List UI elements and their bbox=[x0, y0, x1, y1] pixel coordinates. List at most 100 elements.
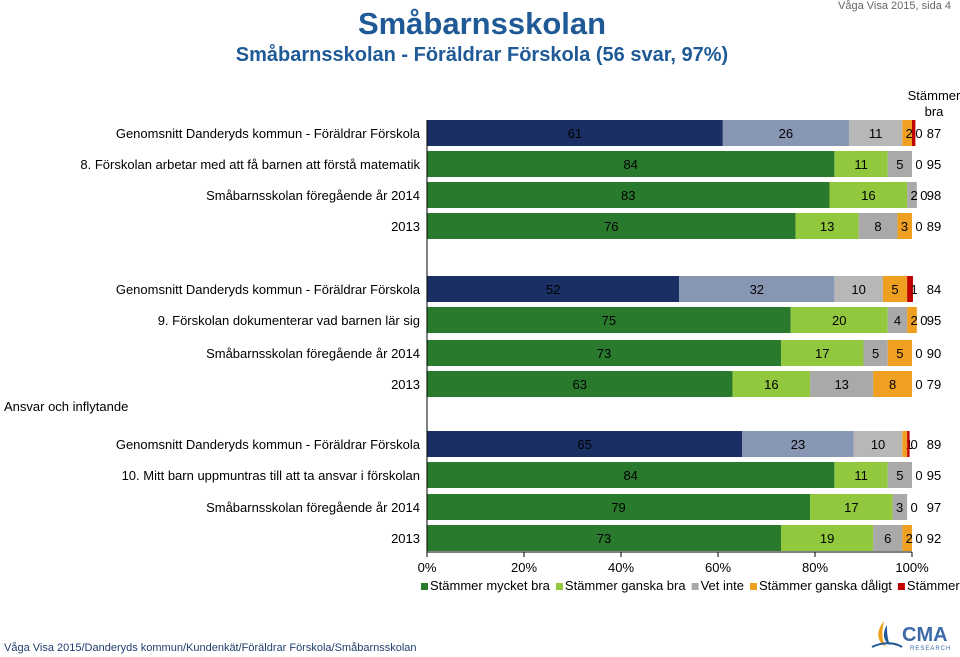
bar-segment bbox=[427, 182, 830, 208]
bar-segment bbox=[427, 120, 723, 146]
data-label: 4 bbox=[894, 313, 901, 328]
data-label: 17 bbox=[815, 346, 829, 361]
category-label: Småbarnsskolan föregående år 2014 bbox=[206, 346, 420, 361]
data-label: 0 bbox=[915, 126, 922, 141]
data-label: 5 bbox=[896, 346, 903, 361]
total-label: 97 bbox=[927, 500, 941, 515]
data-label: 0 bbox=[920, 313, 927, 328]
category-label: Småbarnsskolan föregående år 2014 bbox=[206, 188, 420, 203]
total-label: 95 bbox=[927, 157, 941, 172]
category-label: Genomsnitt Danderyds kommun - Föräldrar … bbox=[116, 126, 421, 141]
data-label: 10 bbox=[871, 437, 885, 452]
data-label: 8 bbox=[889, 377, 896, 392]
bar-segment bbox=[853, 431, 903, 457]
data-label: 5 bbox=[896, 468, 903, 483]
data-label: 8 bbox=[874, 219, 881, 234]
logo-subtext: RESEARCH bbox=[910, 646, 951, 652]
legend-label: Stämmer ganska bra bbox=[565, 578, 686, 593]
data-label: 61 bbox=[568, 126, 582, 141]
data-label: 63 bbox=[573, 377, 587, 392]
bar-segment bbox=[427, 462, 835, 488]
data-label: 5 bbox=[896, 157, 903, 172]
category-label: Genomsnitt Danderyds kommun - Föräldrar … bbox=[116, 437, 421, 452]
total-label: 92 bbox=[927, 531, 941, 546]
bar-segment bbox=[679, 276, 835, 302]
data-label: 0 bbox=[911, 437, 918, 452]
bar-segment bbox=[790, 307, 888, 333]
bar-segment bbox=[427, 431, 743, 457]
bar-segment bbox=[897, 213, 912, 239]
category-label: 2013 bbox=[391, 219, 420, 234]
data-label: 5 bbox=[872, 346, 879, 361]
bar-segment bbox=[907, 431, 910, 457]
total-label: 87 bbox=[927, 126, 941, 141]
data-label: 73 bbox=[597, 346, 611, 361]
data-label: 79 bbox=[611, 500, 625, 515]
total-label: 98 bbox=[927, 188, 941, 203]
data-label: 11 bbox=[854, 157, 868, 172]
data-label: 73 bbox=[597, 531, 611, 546]
bar-segment bbox=[887, 340, 912, 366]
data-label: 83 bbox=[621, 188, 635, 203]
data-label: 0 bbox=[915, 346, 922, 361]
total-label: 89 bbox=[927, 437, 941, 452]
x-tick-label: 100% bbox=[895, 560, 929, 575]
data-label: 32 bbox=[750, 282, 764, 297]
bar-segment bbox=[781, 340, 864, 366]
right-column-header: bra bbox=[925, 104, 945, 119]
page-title: Småbarnsskolan bbox=[357, 6, 607, 41]
data-label: 0 bbox=[915, 531, 922, 546]
data-label: 76 bbox=[604, 219, 618, 234]
data-label: 3 bbox=[901, 219, 908, 234]
legend-label: Stämmer mycket bra bbox=[430, 578, 551, 593]
bar-segment bbox=[863, 340, 888, 366]
logo-wave-icon bbox=[883, 625, 890, 645]
total-label: 95 bbox=[927, 313, 941, 328]
bar-segment bbox=[858, 213, 898, 239]
bar-segment bbox=[907, 276, 913, 302]
x-tick-label: 60% bbox=[705, 560, 731, 575]
logo-text: CMA bbox=[902, 624, 948, 646]
data-label: 0 bbox=[915, 377, 922, 392]
category-label: 10. Mitt barn uppmuntras till att ta ans… bbox=[122, 468, 420, 483]
data-label: 65 bbox=[577, 437, 591, 452]
legend-label: Stämmer mycket dåligt bbox=[907, 578, 960, 593]
data-label: 2 bbox=[906, 126, 913, 141]
bar-segment bbox=[834, 151, 888, 177]
data-label: 0 bbox=[915, 219, 922, 234]
total-label: 90 bbox=[927, 346, 941, 361]
bar-segment bbox=[427, 494, 811, 520]
bar-segment bbox=[722, 120, 849, 146]
data-label: 0 bbox=[915, 468, 922, 483]
data-label: 19 bbox=[820, 531, 834, 546]
legend-label: Vet inte bbox=[701, 578, 744, 593]
bar-segment bbox=[829, 182, 908, 208]
x-tick-label: 0% bbox=[418, 560, 437, 575]
x-tick-label: 20% bbox=[511, 560, 537, 575]
section-label: Ansvar och inflytande bbox=[4, 399, 128, 414]
data-label: 16 bbox=[861, 188, 875, 203]
x-tick-label: 40% bbox=[608, 560, 634, 575]
data-label: 6 bbox=[884, 531, 891, 546]
bar-segment bbox=[907, 307, 917, 333]
data-label: 75 bbox=[602, 313, 616, 328]
bar-segment bbox=[907, 182, 917, 208]
data-label: 13 bbox=[834, 377, 848, 392]
legend-swatch bbox=[749, 583, 757, 590]
bar-segment bbox=[887, 151, 912, 177]
x-tick-label: 80% bbox=[802, 560, 828, 575]
page-info: Våga Visa 2015, sida 4 bbox=[838, 0, 951, 12]
bar-segment bbox=[427, 340, 782, 366]
total-label: 84 bbox=[927, 282, 941, 297]
bar-segment bbox=[902, 431, 908, 457]
legend-swatch bbox=[897, 583, 905, 590]
category-label: Småbarnsskolan föregående år 2014 bbox=[206, 500, 420, 515]
category-label: 2013 bbox=[391, 377, 420, 392]
data-label: 84 bbox=[623, 468, 637, 483]
data-label: 23 bbox=[791, 437, 805, 452]
category-label: 8. Förskolan arbetar med att få barnen a… bbox=[80, 157, 420, 172]
bar-segment bbox=[873, 525, 903, 551]
total-label: 79 bbox=[927, 377, 941, 392]
bar-segment bbox=[781, 525, 874, 551]
data-label: 2 bbox=[906, 531, 913, 546]
